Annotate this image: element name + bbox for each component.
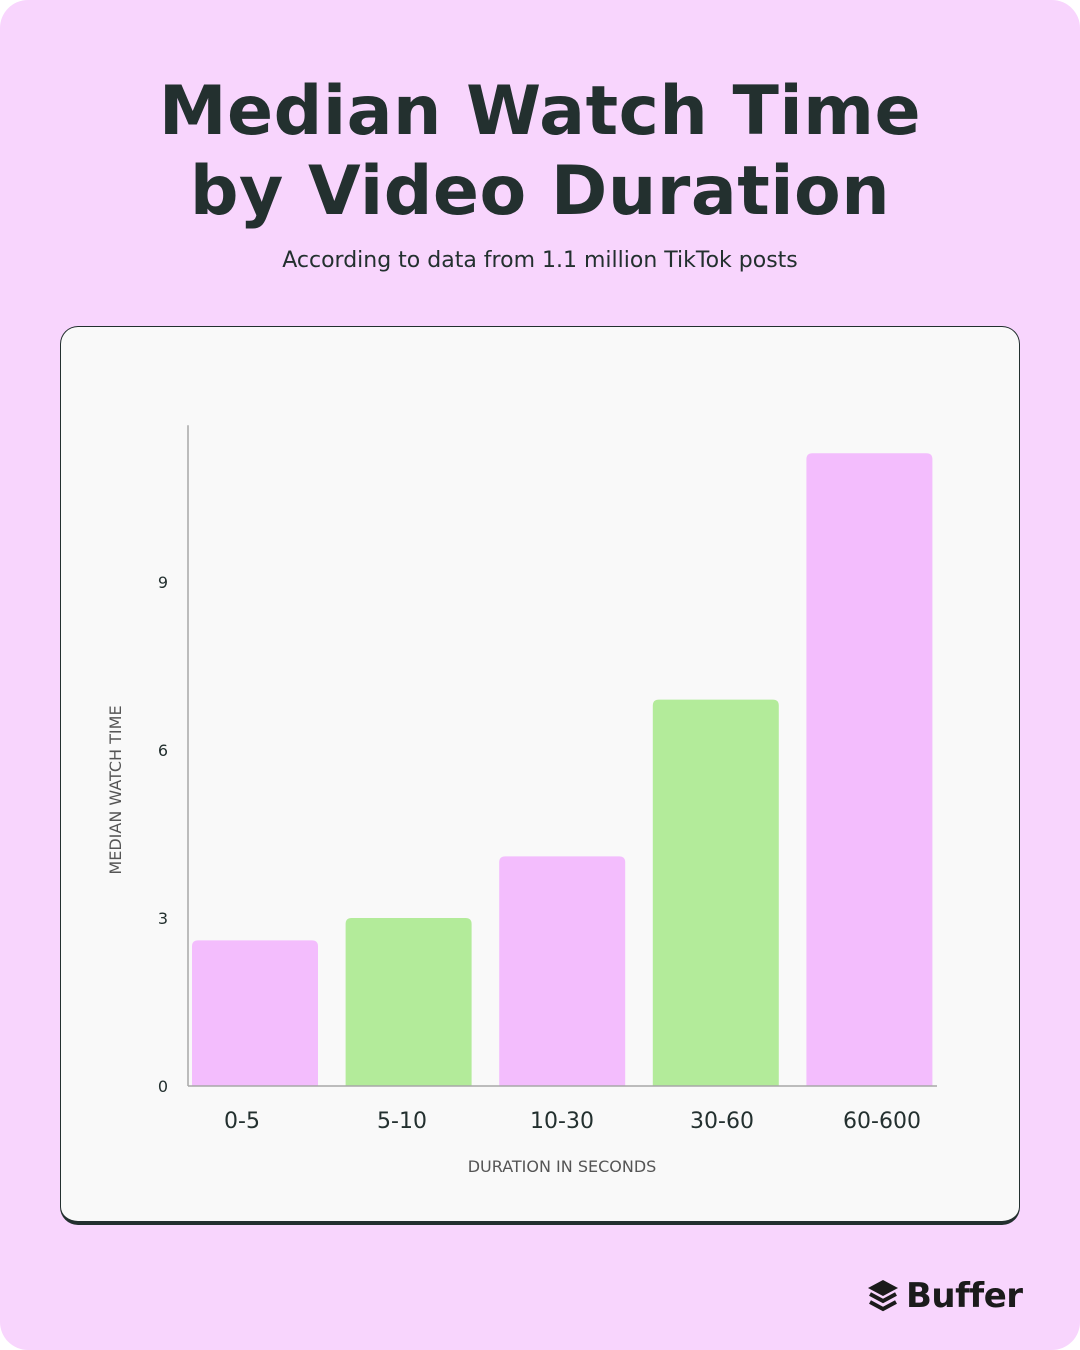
- bar-60-600: [806, 453, 933, 1086]
- brand-name: Buffer: [906, 1276, 1023, 1316]
- y-tick-label: 6: [158, 741, 168, 760]
- bar-30-60: [652, 699, 779, 1086]
- bar-10-30: [499, 856, 626, 1086]
- y-axis-title: MEDIAN WATCH TIME: [106, 705, 125, 874]
- title-line-2: by Video Duration: [189, 152, 891, 231]
- chart-title: Median Watch Time by Video Duration: [0, 72, 1080, 232]
- x-tick-label: 30-60: [690, 1109, 754, 1134]
- y-tick-label: 3: [158, 909, 168, 928]
- chart-subtitle: According to data from 1.1 million TikTo…: [282, 248, 798, 273]
- bar-5-10: [345, 918, 472, 1086]
- y-tick-label: 9: [158, 573, 168, 592]
- x-tick-label: 10-30: [530, 1109, 594, 1134]
- bar-0-5: [192, 940, 318, 1086]
- title-line-1: Median Watch Time: [158, 72, 922, 151]
- y-tick-label: 0: [158, 1077, 168, 1096]
- x-tick-label: 60-600: [843, 1109, 921, 1134]
- x-axis-title: DURATION IN SECONDS: [468, 1157, 657, 1176]
- x-tick-label: 0-5: [224, 1109, 260, 1134]
- buffer-layers-icon: [868, 1280, 898, 1312]
- buffer-logo: Buffer: [866, 1276, 1023, 1316]
- x-tick-label: 5-10: [377, 1109, 427, 1134]
